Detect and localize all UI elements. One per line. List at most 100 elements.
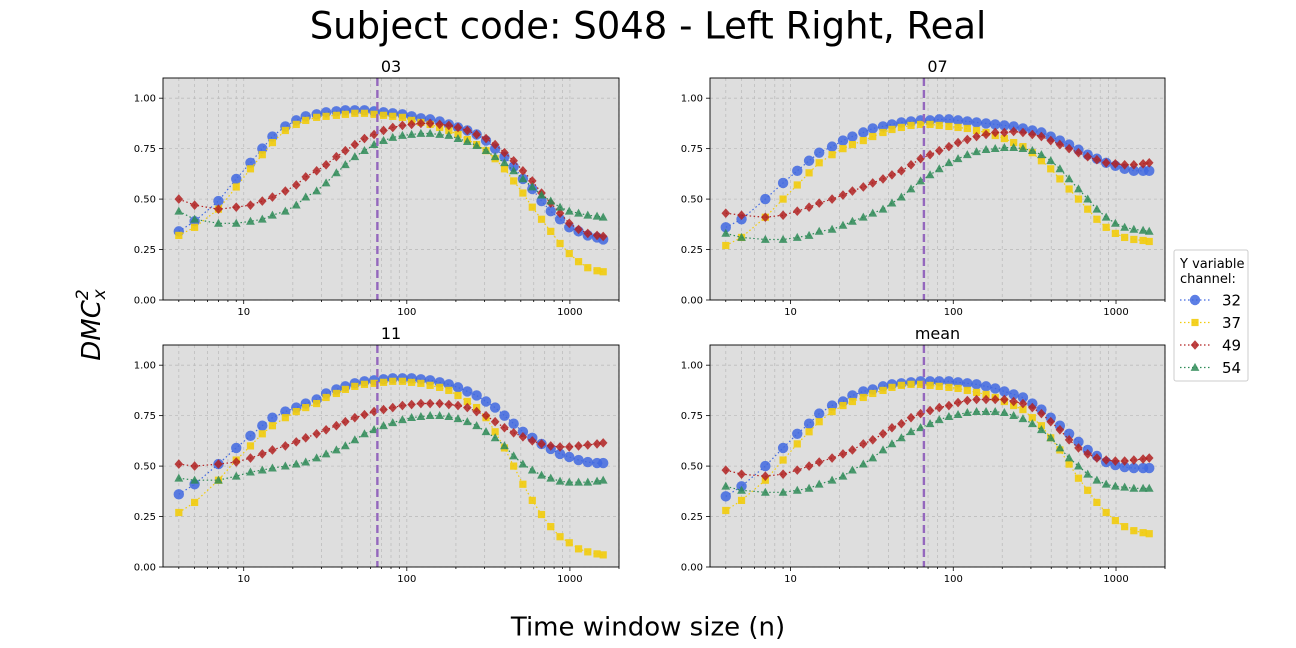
data-point	[828, 408, 836, 416]
data-point	[388, 402, 398, 413]
data-point	[416, 412, 426, 421]
data-point	[858, 459, 868, 468]
data-point	[351, 382, 359, 390]
legend-frame	[1173, 249, 1249, 382]
data-point	[281, 186, 290, 196]
figure-title: Subject code: S048 - Left Right, Real	[310, 5, 987, 48]
data-point	[527, 176, 537, 186]
series-line	[725, 411, 1150, 493]
data-point	[897, 418, 906, 429]
data-point	[1138, 225, 1148, 234]
data-point	[805, 169, 813, 177]
data-point	[554, 448, 566, 460]
data-point	[598, 438, 608, 448]
data-point	[321, 159, 331, 170]
data-point	[453, 122, 463, 133]
data-point	[564, 218, 574, 229]
data-point	[1008, 389, 1019, 400]
data-point	[1139, 236, 1147, 245]
data-point	[425, 128, 435, 137]
data-point	[388, 122, 398, 133]
data-point	[584, 548, 592, 556]
data-point	[445, 386, 453, 395]
data-point	[1144, 453, 1154, 463]
data-point	[435, 129, 445, 138]
data-point	[879, 386, 887, 395]
data-point	[360, 109, 369, 117]
data-point	[321, 424, 331, 435]
data-point	[907, 380, 915, 388]
data-point	[246, 442, 255, 450]
data-point	[953, 154, 963, 163]
data-point	[350, 435, 360, 444]
data-point	[462, 417, 472, 426]
data-point	[490, 416, 500, 427]
y-tick-label: 0.00	[134, 563, 156, 574]
y-tick-label: 1.00	[134, 94, 156, 105]
data-point	[804, 461, 814, 471]
data-point	[246, 165, 255, 173]
data-point	[312, 429, 321, 439]
data-point	[280, 461, 290, 470]
data-point	[341, 145, 350, 156]
data-point	[981, 394, 991, 405]
data-point	[341, 416, 350, 427]
data-point	[332, 111, 340, 119]
y-tick-label: 0.25	[681, 512, 703, 523]
data-point	[1101, 157, 1111, 168]
data-point	[944, 412, 954, 421]
data-point	[838, 190, 848, 200]
data-point	[848, 397, 857, 406]
subplot-title: 11	[381, 324, 401, 343]
data-point	[445, 126, 453, 135]
data-point	[793, 440, 801, 448]
data-point	[1074, 184, 1083, 193]
x-tick-label: 10	[237, 307, 250, 318]
data-point	[848, 216, 857, 225]
series-49	[721, 126, 1154, 223]
data-point	[537, 190, 546, 199]
data-point	[291, 200, 301, 209]
data-point	[463, 402, 472, 413]
data-point	[1064, 435, 1074, 445]
data-point	[944, 158, 954, 167]
data-point	[322, 393, 330, 402]
data-point	[1019, 405, 1027, 414]
data-point	[1083, 469, 1093, 478]
y-tick-label: 0.50	[134, 195, 156, 206]
data-point	[1046, 135, 1056, 146]
data-point	[778, 487, 788, 496]
y-tick-label: 0.50	[134, 462, 156, 473]
data-point	[972, 147, 981, 156]
data-point	[302, 403, 310, 412]
data-point	[1010, 138, 1018, 147]
data-point	[231, 173, 242, 185]
data-point	[1144, 483, 1154, 492]
data-point	[999, 408, 1009, 417]
data-point	[1111, 516, 1119, 525]
x-tick-label: 10	[237, 574, 250, 585]
data-point	[1120, 456, 1129, 466]
data-point	[1083, 449, 1093, 459]
data-point	[982, 390, 990, 399]
data-point	[452, 382, 464, 393]
data-point	[1129, 455, 1139, 465]
data-point	[258, 430, 266, 438]
y-tick-label: 0.00	[681, 296, 703, 307]
data-point	[231, 471, 241, 480]
data-point	[1120, 222, 1130, 231]
data-point	[292, 120, 300, 129]
data-point	[813, 408, 825, 419]
data-point	[301, 457, 311, 466]
data-point	[190, 461, 199, 471]
data-point	[174, 194, 184, 204]
y-tick-label: 0.50	[681, 195, 703, 206]
data-point	[444, 399, 454, 410]
data-point	[435, 398, 444, 409]
data-point	[268, 210, 277, 219]
data-point	[584, 264, 592, 272]
data-point	[1018, 414, 1028, 423]
data-point	[500, 158, 509, 167]
data-point	[331, 168, 341, 177]
data-point	[490, 152, 500, 161]
